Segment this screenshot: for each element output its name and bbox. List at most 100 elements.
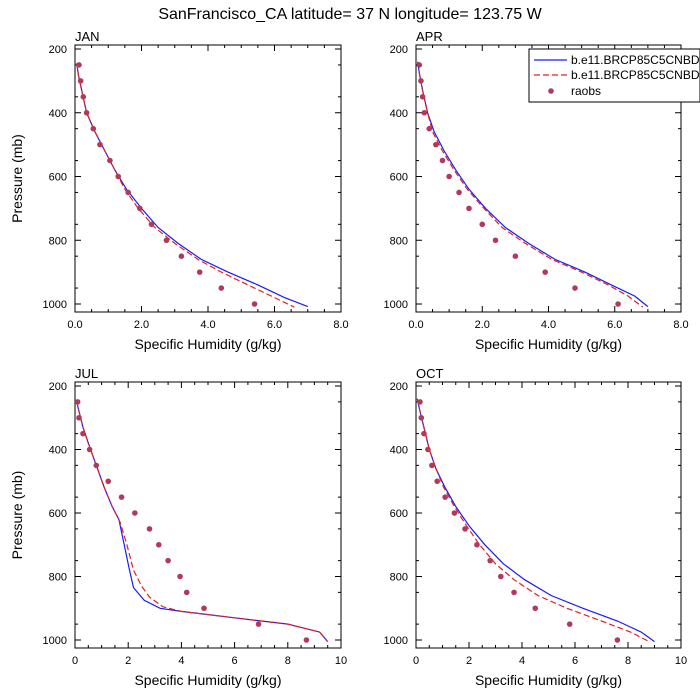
raobs-point (118, 494, 125, 500)
y-tick-label: 800 (390, 235, 408, 247)
raobs-point (107, 157, 113, 164)
raobs-point (90, 125, 97, 132)
raobs-point (178, 253, 185, 259)
raobs-point (80, 430, 86, 437)
raobs-point (566, 621, 573, 627)
raobs-point (177, 573, 183, 580)
raobs-point (614, 637, 621, 643)
series-002-line (75, 400, 329, 642)
panel-jul: JUL 0 2 4 6 8 10 200 400 600 800 1000 Specific Humid… (9, 366, 347, 688)
plot-frame (74, 381, 342, 649)
y-tick-label: 800 (390, 572, 408, 584)
x-tick-label: 2 (125, 655, 131, 667)
legend-marker-swatch (548, 88, 554, 94)
y-tick-label: 800 (49, 235, 67, 247)
y-tick-label: 1000 (384, 635, 408, 647)
raobs-point (77, 78, 84, 84)
x-tick-label: 0 (72, 655, 78, 667)
raobs-point (419, 94, 426, 100)
raobs-point (97, 141, 103, 148)
raobs-point (105, 478, 112, 485)
raobs-point (80, 94, 87, 100)
raobs-point (83, 109, 90, 116)
y-tick-label: 600 (49, 508, 67, 520)
raobs-point (512, 253, 519, 259)
raobs-point (498, 573, 504, 580)
raobs-point (418, 414, 425, 421)
raobs-point (429, 462, 435, 469)
x-tick-label: 8 (285, 655, 291, 667)
raobs-point (417, 399, 423, 405)
x-tick-label: 4.0 (541, 319, 556, 331)
raobs-point (201, 605, 207, 612)
x-axis-label: Specific Humidity (g/kg) (134, 672, 281, 688)
raobs-point (474, 541, 480, 548)
y-tick-label: 400 (390, 445, 408, 457)
figure-title: SanFrancisco_CA latitude= 37 N longitude… (158, 6, 542, 23)
raobs-point (146, 526, 153, 532)
x-axis-label: Specific Humidity (g/kg) (475, 336, 622, 352)
raobs-point (462, 526, 468, 532)
y-tick-label: 1000 (43, 635, 67, 647)
raobs-point (434, 478, 441, 485)
raobs-point (303, 637, 310, 643)
x-tick-label: 4 (519, 655, 525, 667)
raobs-point (433, 141, 439, 148)
series-002-line (416, 398, 650, 643)
y-tick-label: 400 (390, 108, 408, 120)
raobs-point (196, 269, 203, 275)
raobs-point (255, 621, 262, 627)
raobs-point (137, 205, 143, 212)
raobs-point (615, 301, 621, 307)
y-axis-label: Pressure (mb) (9, 471, 25, 560)
y-tick-label: 400 (49, 445, 67, 457)
raobs-point (148, 221, 155, 228)
x-tick-label: 2 (466, 655, 472, 667)
raobs-point (165, 557, 171, 564)
series-001-line (76, 63, 309, 308)
raobs-point (421, 430, 427, 437)
raobs-point (155, 541, 162, 548)
raobs-point (76, 414, 82, 421)
x-tick-label: 10 (335, 655, 347, 667)
x-tick-label: 6 (572, 655, 578, 667)
raobs-point (421, 109, 428, 116)
raobs-point (183, 589, 190, 596)
raobs-point (487, 557, 494, 564)
legend-label-001: b.e11.BRCP85C5CNBDRD.f09_g16.001 (571, 53, 700, 67)
x-tick-label: 6 (232, 655, 238, 667)
x-tick-label: 0.0 (67, 319, 82, 331)
raobs-point (93, 462, 100, 469)
y-tick-label: 600 (49, 172, 67, 184)
raobs-point (86, 446, 93, 453)
y-tick-label: 800 (49, 572, 67, 584)
y-tick-label: 600 (390, 508, 408, 520)
y-tick-label: 200 (49, 44, 67, 56)
legend-label-002: b.e11.BRCP85C5CNBDRD.f09_g16.002 (571, 68, 700, 82)
x-tick-label: 8.0 (673, 319, 688, 331)
raobs-point (425, 446, 431, 453)
raobs-point (132, 510, 138, 516)
panel-title: OCT (416, 366, 444, 381)
raobs-point (76, 62, 82, 68)
raobs-point (163, 237, 170, 244)
raobs-point (479, 221, 486, 228)
series-002-line (417, 61, 644, 308)
raobs-point (532, 605, 539, 612)
y-axis-label: Pressure (mb) (9, 134, 25, 223)
raobs-point (74, 399, 81, 405)
raobs-point (466, 205, 472, 212)
raobs-point (451, 510, 458, 516)
x-axis-label: Specific Humidity (g/kg) (134, 336, 281, 352)
y-tick-label: 400 (49, 108, 67, 120)
raobs-point (251, 301, 258, 307)
x-tick-label: 4 (178, 655, 184, 667)
panel-jan: JAN 0.0 2.0 4.0 6.0 8.0 200 400 600 800 1000 Specif… (9, 29, 349, 352)
panel-oct: OCT 0 2 4 6 8 10 200 400 600 800 1000 Specific Humid… (384, 366, 688, 688)
x-tick-label: 6.0 (267, 319, 282, 331)
raobs-point (492, 237, 499, 244)
x-tick-label: 0.0 (408, 319, 423, 331)
panel-title: APR (416, 29, 443, 44)
